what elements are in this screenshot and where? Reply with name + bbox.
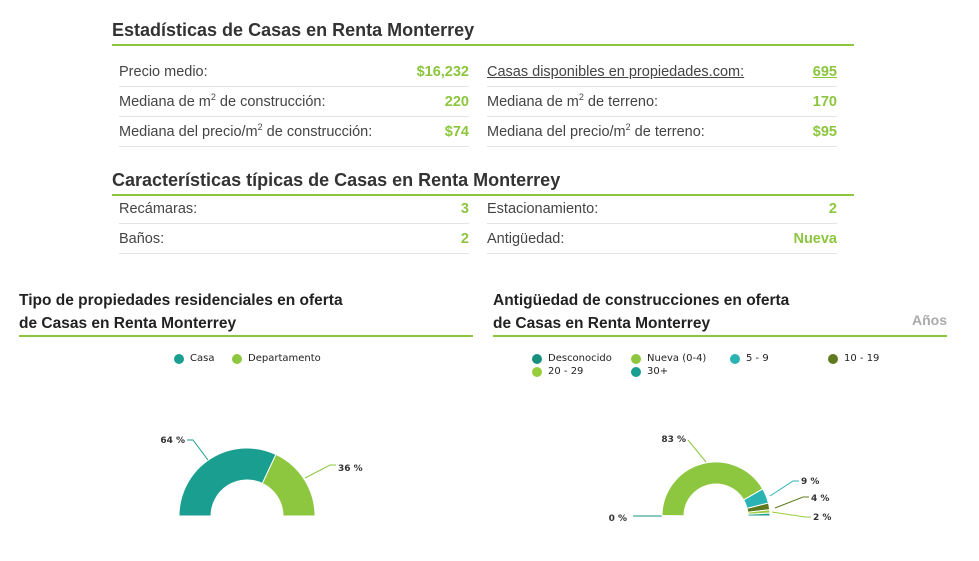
chart2-callout-line-20-29	[771, 511, 811, 518]
legend-item-5-9[interactable]: 5 - 9	[730, 353, 769, 364]
chart2-slice-30[interactable]	[747, 512, 771, 517]
mediana-terreno-value: 170	[812, 93, 837, 110]
chart2-slice-5-9[interactable]	[743, 488, 770, 509]
chart2-callout-line-10-19	[774, 496, 809, 509]
typical-row-antiguedad: Antigüedad: Nueva	[487, 224, 837, 254]
mediana-construccion-value: 220	[444, 93, 469, 110]
legend-dot-casa	[174, 353, 184, 364]
chart2-slice-10-19[interactable]	[746, 502, 771, 513]
typical-row-recamaras: Recámaras: 3	[119, 194, 469, 224]
legend-item-departamento[interactable]: Departamento	[232, 353, 321, 364]
legend-dot-desconocido	[532, 353, 542, 364]
typical-row-banos: Baños: 2	[119, 224, 469, 254]
chart2-callout-line-5-9	[769, 480, 799, 497]
legend-dot-departamento	[232, 353, 242, 364]
precio-m2-construccion-value: $74	[444, 123, 469, 140]
precio-medio-value: $16,232	[416, 63, 469, 80]
chart1-slice-casa[interactable]	[178, 447, 277, 517]
legend-dot-5-9	[730, 353, 740, 364]
precio-m2-terreno-value: $95	[812, 123, 837, 140]
chart2-data-label-5-9: 9 %	[801, 477, 819, 487]
stats-title: Estadísticas de Casas en Renta Monterrey	[112, 20, 854, 46]
legend-item-10-19[interactable]: 10 - 19	[828, 353, 879, 364]
chart2-data-label-desconocido: 0 %	[609, 514, 627, 524]
stat-row-precio-m2-terreno: Mediana del precio/m2 de terreno: $95	[487, 117, 837, 147]
chart2-slice-nueva-0-4[interactable]	[661, 461, 764, 517]
legend-dot-20-29	[532, 366, 542, 377]
legend-item-desconocido[interactable]: Desconocido	[532, 353, 612, 364]
casas-disponibles-link[interactable]: Casas disponibles en propiedades.com:	[487, 63, 745, 80]
typical-row-estacionamiento: Estacionamiento: 2	[487, 194, 837, 224]
chart1-callout-line-casa	[187, 439, 209, 461]
legend-item-30plus[interactable]: 30+	[631, 366, 668, 377]
stat-row-casas-disponibles[interactable]: Casas disponibles en propiedades.com: 69…	[487, 57, 837, 87]
stats-left-table: Precio medio: $16,232 Mediana de m2 de c…	[119, 57, 469, 147]
legend-item-casa[interactable]: Casa	[174, 353, 214, 364]
chart1-slice-departamento[interactable]	[261, 453, 316, 517]
legend-item-20-29[interactable]: 20 - 29	[532, 366, 583, 377]
chart2-slice-desconocido[interactable]	[661, 514, 685, 517]
stat-row-mediana-terreno: Mediana de m2 de terreno: 170	[487, 87, 837, 117]
chart2-data-label-nueva-0-4: 83 %	[661, 435, 686, 445]
chart1-callout-line-departamento	[304, 464, 336, 479]
typical-left-table: Recámaras: 3 Baños: 2	[119, 194, 469, 254]
chart2-title: Antigüedad de construcciones en oferta d…	[493, 289, 947, 337]
stat-row-mediana-construccion: Mediana de m2 de construcción: 220	[119, 87, 469, 117]
stat-row-precio-m2-construccion: Mediana del precio/m2 de construcción: $…	[119, 117, 469, 147]
years-unit-label: Años	[912, 312, 947, 328]
stats-right-table: Casas disponibles en propiedades.com: 69…	[487, 57, 837, 147]
chart2-data-label-20-29: 2 %	[813, 513, 831, 523]
chart2-slice-20-29[interactable]	[747, 509, 771, 515]
legend-dot-30plus	[631, 366, 641, 377]
typical-right-table: Estacionamiento: 2 Antigüedad: Nueva	[487, 194, 837, 254]
legend-dot-10-19	[828, 353, 838, 364]
banos-value: 2	[460, 230, 469, 247]
estacionamiento-value: 2	[828, 200, 837, 217]
recamaras-value: 3	[460, 200, 469, 217]
chart1-data-label-departamento: 36 %	[338, 464, 363, 474]
chart2-callout-line-nueva-0-4	[687, 439, 707, 463]
chart1-title: Tipo de propiedades residenciales en ofe…	[19, 289, 473, 337]
casas-disponibles-value[interactable]: 695	[812, 63, 837, 80]
antiguedad-value: Nueva	[793, 230, 837, 247]
legend-dot-nueva	[631, 353, 641, 364]
legend-item-nueva[interactable]: Nueva (0-4)	[631, 353, 706, 364]
typical-title: Características típicas de Casas en Rent…	[112, 170, 854, 196]
chart1-data-label-casa: 64 %	[160, 436, 185, 446]
stat-row-precio-medio: Precio medio: $16,232	[119, 57, 469, 87]
chart2-data-label-10-19: 4 %	[811, 494, 829, 504]
